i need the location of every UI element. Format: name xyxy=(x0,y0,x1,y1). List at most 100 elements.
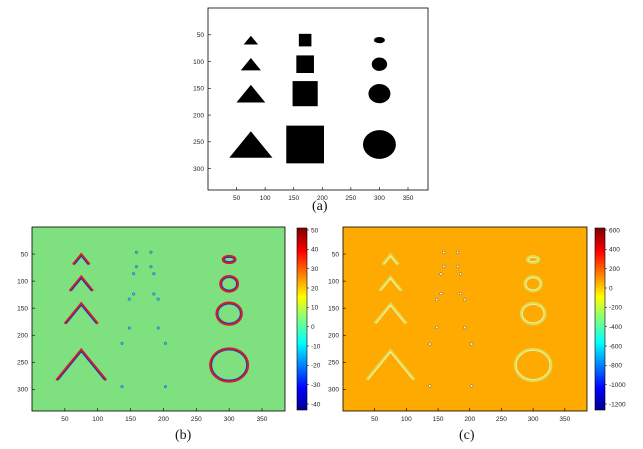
x-tick-label: 100 xyxy=(260,195,271,202)
triangle-edge-inner xyxy=(375,304,406,324)
caption-a: (a) xyxy=(312,199,328,214)
y-tick-label: 200 xyxy=(17,333,28,340)
y-tick-label: 100 xyxy=(328,278,339,285)
y-tick-label: 300 xyxy=(328,387,339,394)
y-tick-label: 50 xyxy=(332,251,340,258)
circle-edge-inner xyxy=(221,276,238,291)
panel-axes-box xyxy=(342,226,588,412)
circle-edge xyxy=(215,301,243,326)
circle-edge xyxy=(519,301,547,326)
x-tick-label: 50 xyxy=(371,416,379,423)
square-shape xyxy=(296,55,314,74)
x-tick-label: 150 xyxy=(288,195,299,202)
square-corner-dot xyxy=(456,264,460,268)
circle-edge-inner xyxy=(223,256,235,263)
y-tick-label: 150 xyxy=(17,305,28,312)
x-tick-label: 200 xyxy=(158,416,169,423)
triangle-edge-inner xyxy=(74,255,89,265)
square-corner-dot xyxy=(149,265,153,269)
triangle-edge-inner xyxy=(65,304,97,325)
square-corner-dot xyxy=(163,341,167,345)
circle-edge xyxy=(513,347,553,383)
circle-shape xyxy=(362,130,396,159)
colorbar-tick-label: -40 xyxy=(311,401,321,408)
panel-a: 50 100 150 200 250 300 350 50 100 150 200 250 300 xyxy=(193,7,429,202)
square-shape xyxy=(292,81,318,107)
circle-edge-inner xyxy=(217,303,241,324)
square-corner-dot xyxy=(120,341,124,345)
y-tick-label: 150 xyxy=(193,86,204,93)
circle-shape xyxy=(373,37,385,44)
colorbar-tick-label: 400 xyxy=(609,247,620,254)
colorbar-tick-label: 40 xyxy=(311,247,319,254)
circle-shape xyxy=(368,84,391,104)
triangle-edge-inner xyxy=(383,255,398,265)
square-corner-dot xyxy=(456,250,460,255)
square-corner-dot xyxy=(470,342,474,346)
circle-edge xyxy=(523,275,543,293)
square-corner-dot xyxy=(152,292,156,296)
x-tick-label: 250 xyxy=(191,416,202,423)
square-corner-dot xyxy=(470,384,474,388)
square-corner-dot xyxy=(156,297,160,301)
colorbar-tick-label: 0 xyxy=(609,285,613,292)
colorbar-tick-label: -20 xyxy=(311,363,321,370)
caption-b: (b) xyxy=(175,428,192,443)
square-corner-dot xyxy=(149,250,153,254)
triangle-edge xyxy=(378,275,403,292)
colorbar-tick-label: -600 xyxy=(609,343,622,350)
colorbar xyxy=(594,227,606,411)
square-corner-dot xyxy=(132,272,136,276)
circle-shape xyxy=(371,57,388,71)
triangle-edge-inner xyxy=(380,277,401,292)
circle-edge-inner xyxy=(527,256,539,262)
square-corner-dot xyxy=(458,272,463,276)
x-tick-label: 200 xyxy=(317,195,328,202)
triangle-edge xyxy=(72,252,91,266)
square-corner-dot xyxy=(463,325,467,330)
circle-edge-inner xyxy=(211,349,248,381)
x-tick-label: 250 xyxy=(496,416,507,423)
y-tick-label: 150 xyxy=(328,305,339,312)
square-corner-dot xyxy=(428,342,432,346)
y-tick-label: 50 xyxy=(197,32,205,39)
triangle-shape xyxy=(236,84,266,103)
y-tick-label: 300 xyxy=(17,387,28,394)
square-corner-dot xyxy=(442,264,446,268)
square-corner-dot xyxy=(435,325,439,330)
panel-axes-box xyxy=(31,226,286,412)
y-tick-label: 200 xyxy=(328,333,339,340)
triangle-edge xyxy=(381,252,400,266)
x-tick-label: 150 xyxy=(433,416,444,423)
circle-edge xyxy=(219,274,240,293)
colorbar xyxy=(296,227,308,411)
x-tick-label: 250 xyxy=(345,195,356,202)
colorbar-tick-label: 30 xyxy=(311,266,319,273)
y-tick-label: 250 xyxy=(17,360,28,367)
square-corner-dot xyxy=(132,292,136,296)
x-tick-label: 100 xyxy=(401,416,412,423)
colorbar-tick-label: -10 xyxy=(311,343,321,350)
colorbar-tick-label: -1200 xyxy=(609,401,626,408)
y-tick-label: 100 xyxy=(17,278,28,285)
square-corner-dot xyxy=(439,272,443,276)
triangle-shape xyxy=(240,58,261,71)
colorbar-tick-label: 0 xyxy=(311,324,315,331)
triangle-edge xyxy=(373,301,408,325)
caption-c: (c) xyxy=(459,428,475,443)
x-tick-label: 300 xyxy=(528,416,539,423)
square-corner-dot xyxy=(127,326,131,330)
x-tick-label: 100 xyxy=(92,416,103,423)
square-corner-dot xyxy=(134,250,139,254)
square-corner-dot xyxy=(134,265,139,269)
triangle-edge xyxy=(63,301,99,325)
x-tick-label: 50 xyxy=(233,195,241,202)
square-shape xyxy=(286,125,324,164)
colorbar-tick-label: 200 xyxy=(609,266,620,273)
triangle-shape xyxy=(229,131,273,158)
triangle-edge xyxy=(365,348,416,381)
y-tick-label: 300 xyxy=(193,166,204,173)
square-corner-dot xyxy=(428,384,432,388)
